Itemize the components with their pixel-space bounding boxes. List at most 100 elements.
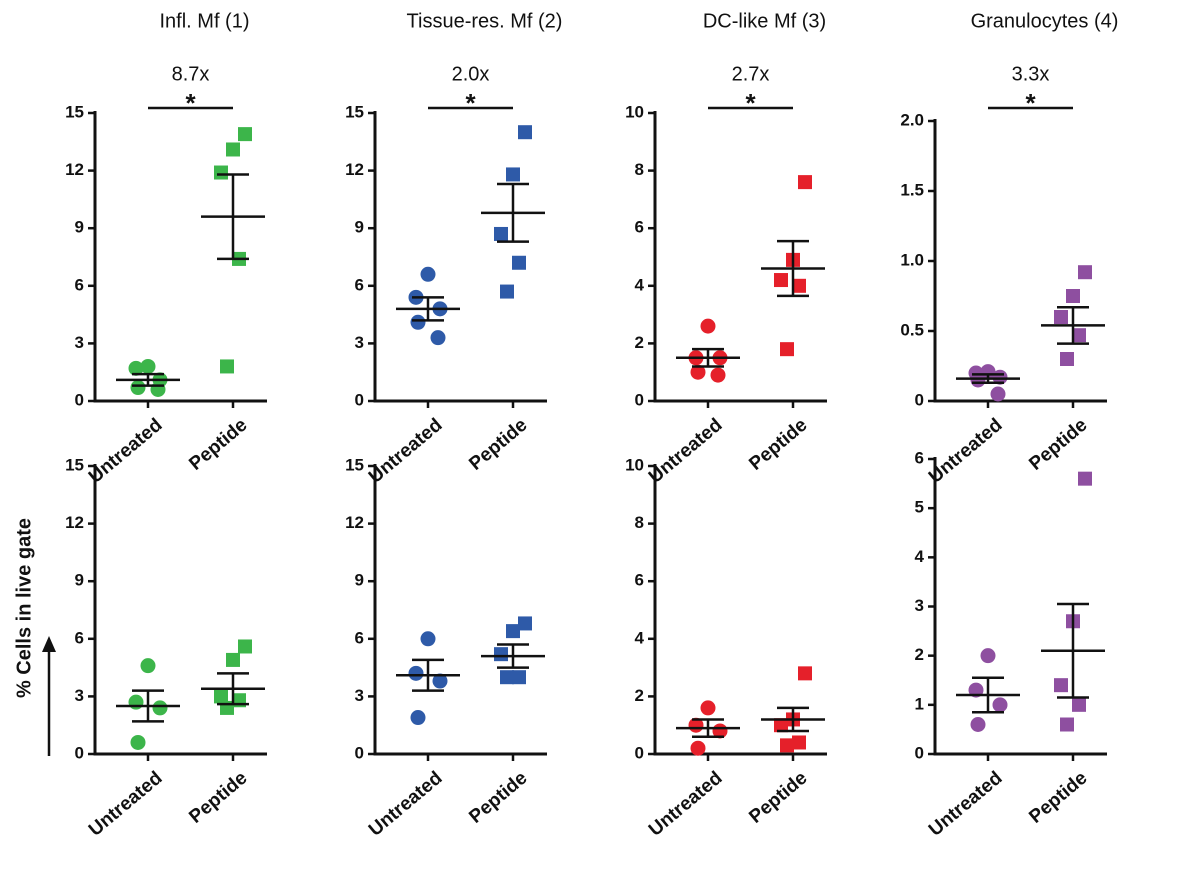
significance: *	[185, 88, 196, 118]
data-point	[410, 314, 426, 330]
data-point	[518, 616, 532, 631]
data-point	[128, 694, 144, 710]
y-tick-label: 0	[635, 390, 644, 409]
data-point	[1054, 310, 1068, 324]
data-point	[990, 386, 1006, 402]
y-tick-label: 12	[345, 513, 364, 532]
y-tick-label: 2.0	[900, 110, 924, 129]
y-tick-label: 8	[635, 513, 644, 532]
x-tick-label: Peptide	[745, 415, 811, 475]
fold-change: 2.0x	[452, 63, 490, 85]
data-point	[1060, 352, 1074, 366]
y-tick-label: 6	[915, 448, 924, 467]
data-point	[152, 700, 168, 716]
data-point	[780, 342, 794, 357]
y-tick-label: 0	[355, 743, 364, 762]
y-tick-label: 9	[75, 218, 84, 237]
data-point	[150, 381, 166, 397]
y-tick-label: 6	[355, 628, 364, 647]
y-tick-label: 6	[635, 218, 644, 237]
data-point	[506, 624, 520, 639]
data-point	[500, 284, 514, 299]
y-tick-label: 0	[355, 390, 364, 409]
data-point	[792, 735, 806, 750]
y-tick-label: 12	[345, 160, 364, 179]
significance: *	[1025, 88, 1036, 118]
data-point	[130, 380, 146, 396]
y-tick-label: 6	[75, 628, 84, 647]
x-tick-label: Untreated	[925, 415, 1006, 488]
data-point	[226, 652, 240, 667]
data-point	[512, 255, 526, 270]
data-point	[420, 266, 436, 282]
data-point	[690, 740, 706, 756]
data-point	[1078, 265, 1092, 280]
data-point	[710, 367, 726, 383]
x-tick-label: Peptide	[185, 768, 251, 828]
data-point	[140, 358, 156, 374]
data-point	[690, 364, 706, 380]
data-point	[798, 666, 812, 681]
x-tick-label: Peptide	[1025, 768, 1091, 828]
panel-title: Tissue-res. Mf (2)	[407, 10, 563, 32]
y-tick-label: 2	[635, 686, 644, 705]
fold-change: 8.7x	[172, 63, 210, 85]
y-axis-label: % Cells in live gate	[13, 518, 35, 698]
y-tick-label: 15	[65, 455, 84, 474]
y-tick-label: 1.5	[900, 180, 924, 199]
y-tick-label: 9	[355, 218, 364, 237]
y-tick-label: 12	[65, 513, 84, 532]
data-point	[506, 167, 520, 182]
x-tick-label: Peptide	[465, 768, 531, 828]
y-tick-label: 3	[355, 686, 364, 705]
y-tick-label: 0	[915, 390, 924, 409]
panel-title: Infl. Mf (1)	[159, 10, 249, 32]
data-point	[792, 278, 806, 293]
data-point	[430, 330, 446, 346]
y-tick-label: 10	[625, 102, 644, 121]
y-tick-label: 3	[915, 596, 924, 615]
panel-title: DC-like Mf (3)	[703, 10, 826, 32]
data-point	[494, 226, 508, 241]
y-tick-label: 15	[345, 455, 364, 474]
y-tick-label: 3	[75, 686, 84, 705]
data-point	[780, 738, 794, 753]
data-point	[238, 639, 252, 654]
data-point	[214, 165, 228, 180]
y-tick-label: 3	[75, 333, 84, 352]
y-tick-label: 12	[65, 160, 84, 179]
x-tick-label: Untreated	[365, 415, 446, 488]
data-point	[494, 647, 508, 662]
data-point	[774, 718, 788, 733]
y-tick-label: 4	[635, 628, 645, 647]
y-tick-label: 0	[915, 743, 924, 762]
y-tick-label: 2	[635, 333, 644, 352]
data-point	[410, 710, 426, 726]
data-point	[1072, 328, 1086, 343]
x-tick-label: Untreated	[645, 768, 726, 841]
x-tick-label: Peptide	[185, 415, 251, 475]
y-tick-label: 6	[355, 275, 364, 294]
y-tick-label: 8	[635, 160, 644, 179]
fold-change: 3.3x	[1012, 63, 1050, 85]
data-point	[1078, 471, 1092, 486]
y-tick-label: 4	[635, 275, 645, 294]
y-tick-label: 3	[355, 333, 364, 352]
data-point	[408, 665, 424, 681]
y-tick-label: 0	[75, 743, 84, 762]
data-point	[140, 658, 156, 674]
data-point	[798, 175, 812, 190]
data-point	[774, 273, 788, 288]
data-point	[1054, 678, 1068, 693]
data-point	[500, 670, 514, 685]
data-point	[518, 125, 532, 140]
data-point	[970, 717, 986, 732]
y-tick-label: 4	[915, 547, 925, 566]
data-point	[1060, 717, 1074, 732]
y-tick-label: 0	[75, 390, 84, 409]
data-point	[980, 648, 996, 664]
significance: *	[745, 88, 756, 118]
x-tick-label: Untreated	[925, 768, 1006, 841]
data-point	[700, 700, 716, 716]
